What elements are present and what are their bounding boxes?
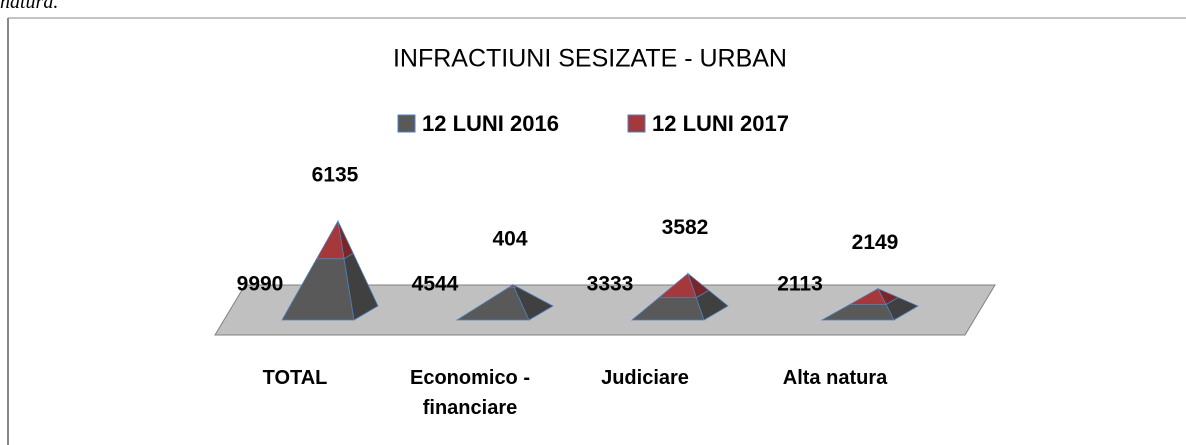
side-face <box>877 287 900 306</box>
chart-title: INFRACTIUNI SESIZATE - URBAN <box>393 45 787 73</box>
pyramid-segment <box>455 286 554 321</box>
pyramid-segment <box>657 272 710 299</box>
pyramid-segment <box>820 296 919 321</box>
x-tick-label: Economico - financiare <box>409 367 530 419</box>
legend-label: 12 LUNI 2017 <box>652 111 789 136</box>
value-label: 2149 <box>852 231 899 254</box>
value-label: 404 <box>492 227 527 250</box>
pyramid-segment <box>281 252 379 321</box>
x-tick-label: Judiciare <box>601 367 689 389</box>
side-face <box>337 220 354 260</box>
pyramid-segment <box>848 287 900 306</box>
value-label: 3333 <box>587 273 634 296</box>
x-tick-label: Alta natura <box>782 367 888 389</box>
side-face <box>687 272 710 299</box>
side-face <box>512 283 518 289</box>
pyramid-segment <box>316 219 354 260</box>
header-text: natura. <box>0 0 59 13</box>
floor <box>214 284 996 336</box>
value-label: 6135 <box>312 164 359 187</box>
pyramid-segment <box>507 283 518 289</box>
legend-swatch <box>397 114 416 133</box>
value-label: 2113 <box>777 273 823 296</box>
value-label: 3582 <box>662 216 709 239</box>
value-label: 9990 <box>237 273 284 296</box>
x-tick-label: TOTAL <box>262 367 328 389</box>
legend-label: 12 LUNI 2016 <box>422 111 559 136</box>
legend-swatch <box>627 114 646 133</box>
value-label: 4544 <box>412 273 459 296</box>
